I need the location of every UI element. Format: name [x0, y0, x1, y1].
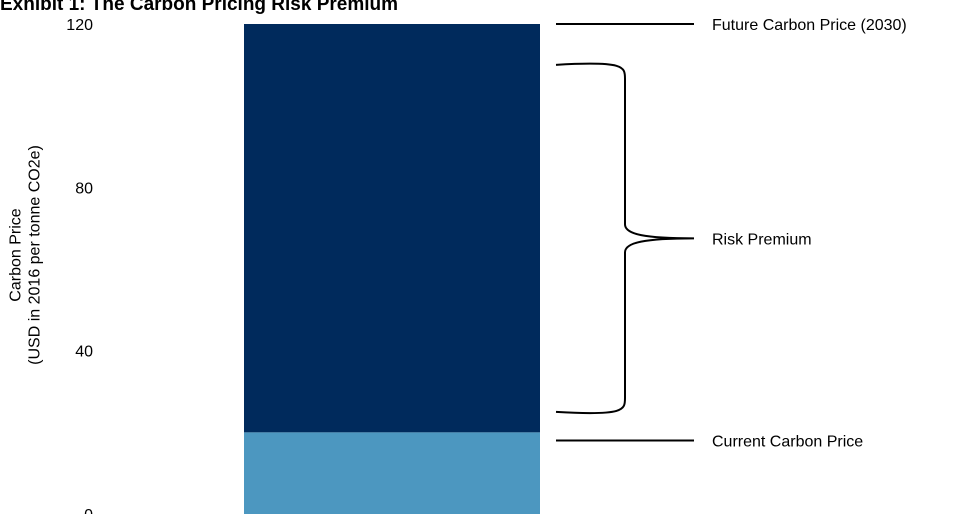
- chart-title: Exhibit 1: The Carbon Pricing Risk Premi…: [0, 0, 399, 15]
- risk-premium-brace: [555, 62, 695, 415]
- annotation-label-0: Future Carbon Price (2030): [712, 17, 907, 34]
- y-axis-ticks: 0 40 80 120: [66, 17, 93, 514]
- bar-segment-0: [244, 432, 540, 514]
- bar-segment-1: [244, 24, 540, 433]
- y-tick-label-2: 80: [75, 180, 93, 197]
- y-axis-label-line-0: Carbon Price: [8, 208, 25, 301]
- y-tick-label-1: 40: [75, 344, 93, 361]
- y-axis-label: Carbon Price (USD in 2016 per tonne CO2e): [8, 145, 44, 365]
- annotation-label-1: Risk Premium: [712, 231, 812, 248]
- y-tick-label-3: 120: [66, 17, 93, 34]
- annotation-label-2: Current Carbon Price: [712, 434, 863, 451]
- stacked-bar: [244, 24, 540, 514]
- y-axis-label-line-1: (USD in 2016 per tonne CO2e): [27, 145, 44, 365]
- annotations: Future Carbon Price (2030) Risk Premium Cu…: [555, 17, 907, 451]
- y-tick-label-0: 0: [84, 507, 93, 514]
